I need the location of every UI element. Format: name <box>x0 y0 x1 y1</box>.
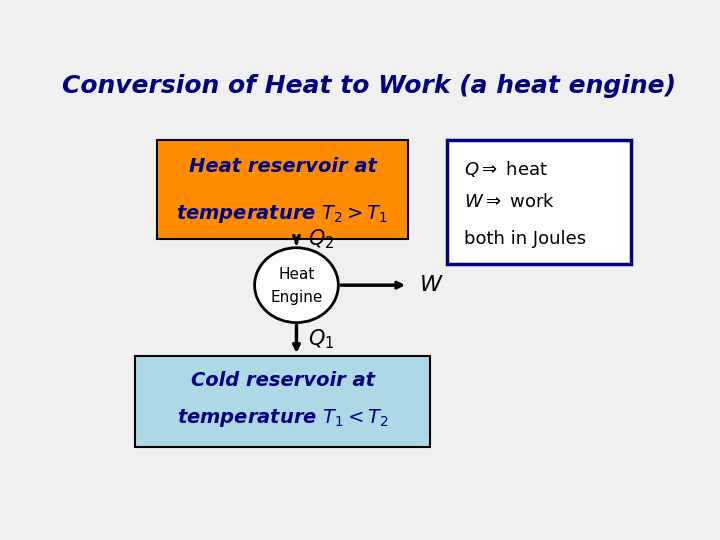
Ellipse shape <box>255 248 338 322</box>
Text: both in Joules: both in Joules <box>464 231 586 248</box>
FancyBboxPatch shape <box>447 140 631 265</box>
Text: $Q_2$: $Q_2$ <box>307 228 334 251</box>
Text: Heat reservoir at: Heat reservoir at <box>189 157 377 176</box>
FancyBboxPatch shape <box>135 356 431 447</box>
Text: $Q \Rightarrow$ heat: $Q \Rightarrow$ heat <box>464 159 548 179</box>
Text: Conversion of Heat to Work (a heat engine): Conversion of Heat to Work (a heat engin… <box>62 73 676 98</box>
Text: temperature $T_2 > T_1$: temperature $T_2 > T_1$ <box>176 204 389 226</box>
Text: $W \Rightarrow$ work: $W \Rightarrow$ work <box>464 193 555 211</box>
Text: Engine: Engine <box>270 290 323 305</box>
Text: $Q_1$: $Q_1$ <box>307 327 334 351</box>
Text: Cold reservoir at: Cold reservoir at <box>191 372 374 390</box>
Text: Heat: Heat <box>278 267 315 282</box>
Text: $W$: $W$ <box>419 275 444 295</box>
Text: temperature $T_1 < T_2$: temperature $T_1 < T_2$ <box>176 407 389 429</box>
FancyBboxPatch shape <box>157 140 408 239</box>
